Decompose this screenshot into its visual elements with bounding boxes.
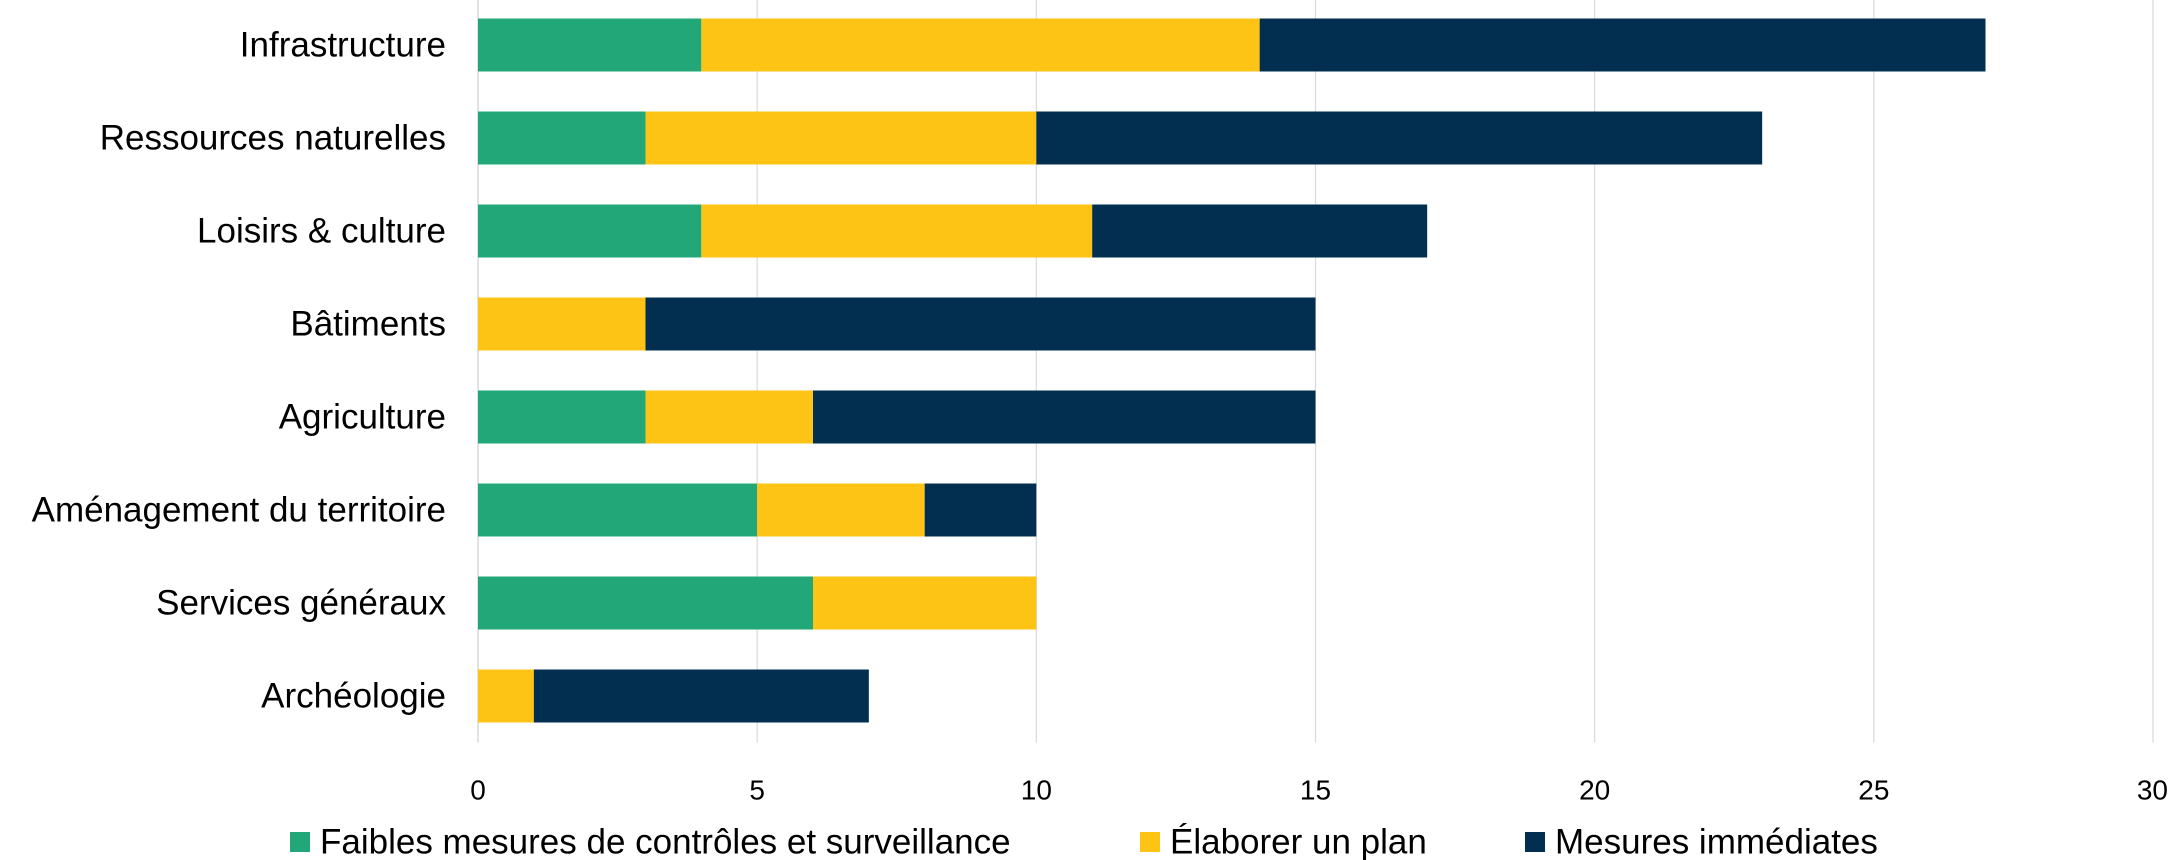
category-label: Bâtiments	[290, 305, 446, 344]
bar-segment	[701, 204, 1093, 258]
x-tick-label: 25	[1858, 775, 1889, 806]
bar-segment	[924, 483, 1037, 537]
legend-label: Mesures immédiates	[1555, 823, 1878, 860]
x-axis-tick-labels: 0 5 10 15 20 25 30	[470, 775, 2168, 806]
legend: Faibles mesures de contrôles et surveill…	[290, 823, 1878, 860]
bar-segment	[645, 297, 1316, 351]
legend-label: Faibles mesures de contrôles et surveill…	[320, 823, 1011, 860]
category-label: Services généraux	[156, 584, 446, 623]
bar-segment	[1259, 18, 1986, 72]
x-tick-label: 15	[1300, 775, 1331, 806]
legend-swatch	[1525, 832, 1545, 852]
bar-segment	[478, 669, 534, 723]
bar-segment	[478, 483, 758, 537]
bar-segment	[478, 576, 813, 630]
bars	[478, 18, 1986, 723]
legend-label: Élaborer un plan	[1170, 823, 1427, 860]
bar-segment	[478, 18, 702, 72]
x-tick-label: 30	[2137, 775, 2168, 806]
bar-segment	[757, 483, 925, 537]
category-label: Aménagement du territoire	[32, 491, 446, 530]
x-tick-label: 5	[749, 775, 765, 806]
x-tick-label: 0	[470, 775, 486, 806]
category-label: Loisirs & culture	[197, 212, 446, 251]
bar-segment	[478, 297, 646, 351]
bar-segment	[701, 18, 1260, 72]
category-label: Ressources naturelles	[100, 119, 446, 158]
x-tick-label: 20	[1579, 775, 1610, 806]
bar-segment	[478, 111, 646, 165]
bar-segment	[645, 111, 1037, 165]
bar-segment	[478, 390, 646, 444]
legend-swatch	[290, 832, 310, 852]
bar-segment	[813, 576, 1037, 630]
bar-segment	[813, 390, 1316, 444]
bar-segment	[645, 390, 813, 444]
category-label: Infrastructure	[240, 26, 446, 65]
category-label: Archéologie	[261, 677, 446, 716]
legend-swatch	[1140, 832, 1160, 852]
bar-segment	[1036, 111, 1763, 165]
x-tick-label: 10	[1021, 775, 1052, 806]
bar-segment	[478, 204, 702, 258]
category-label: Agriculture	[279, 398, 446, 437]
bar-segment	[533, 669, 869, 723]
gridlines	[477, 0, 2154, 743]
bar-segment	[1092, 204, 1428, 258]
category-labels: Infrastructure Ressources naturelles Loisi…	[32, 26, 447, 716]
